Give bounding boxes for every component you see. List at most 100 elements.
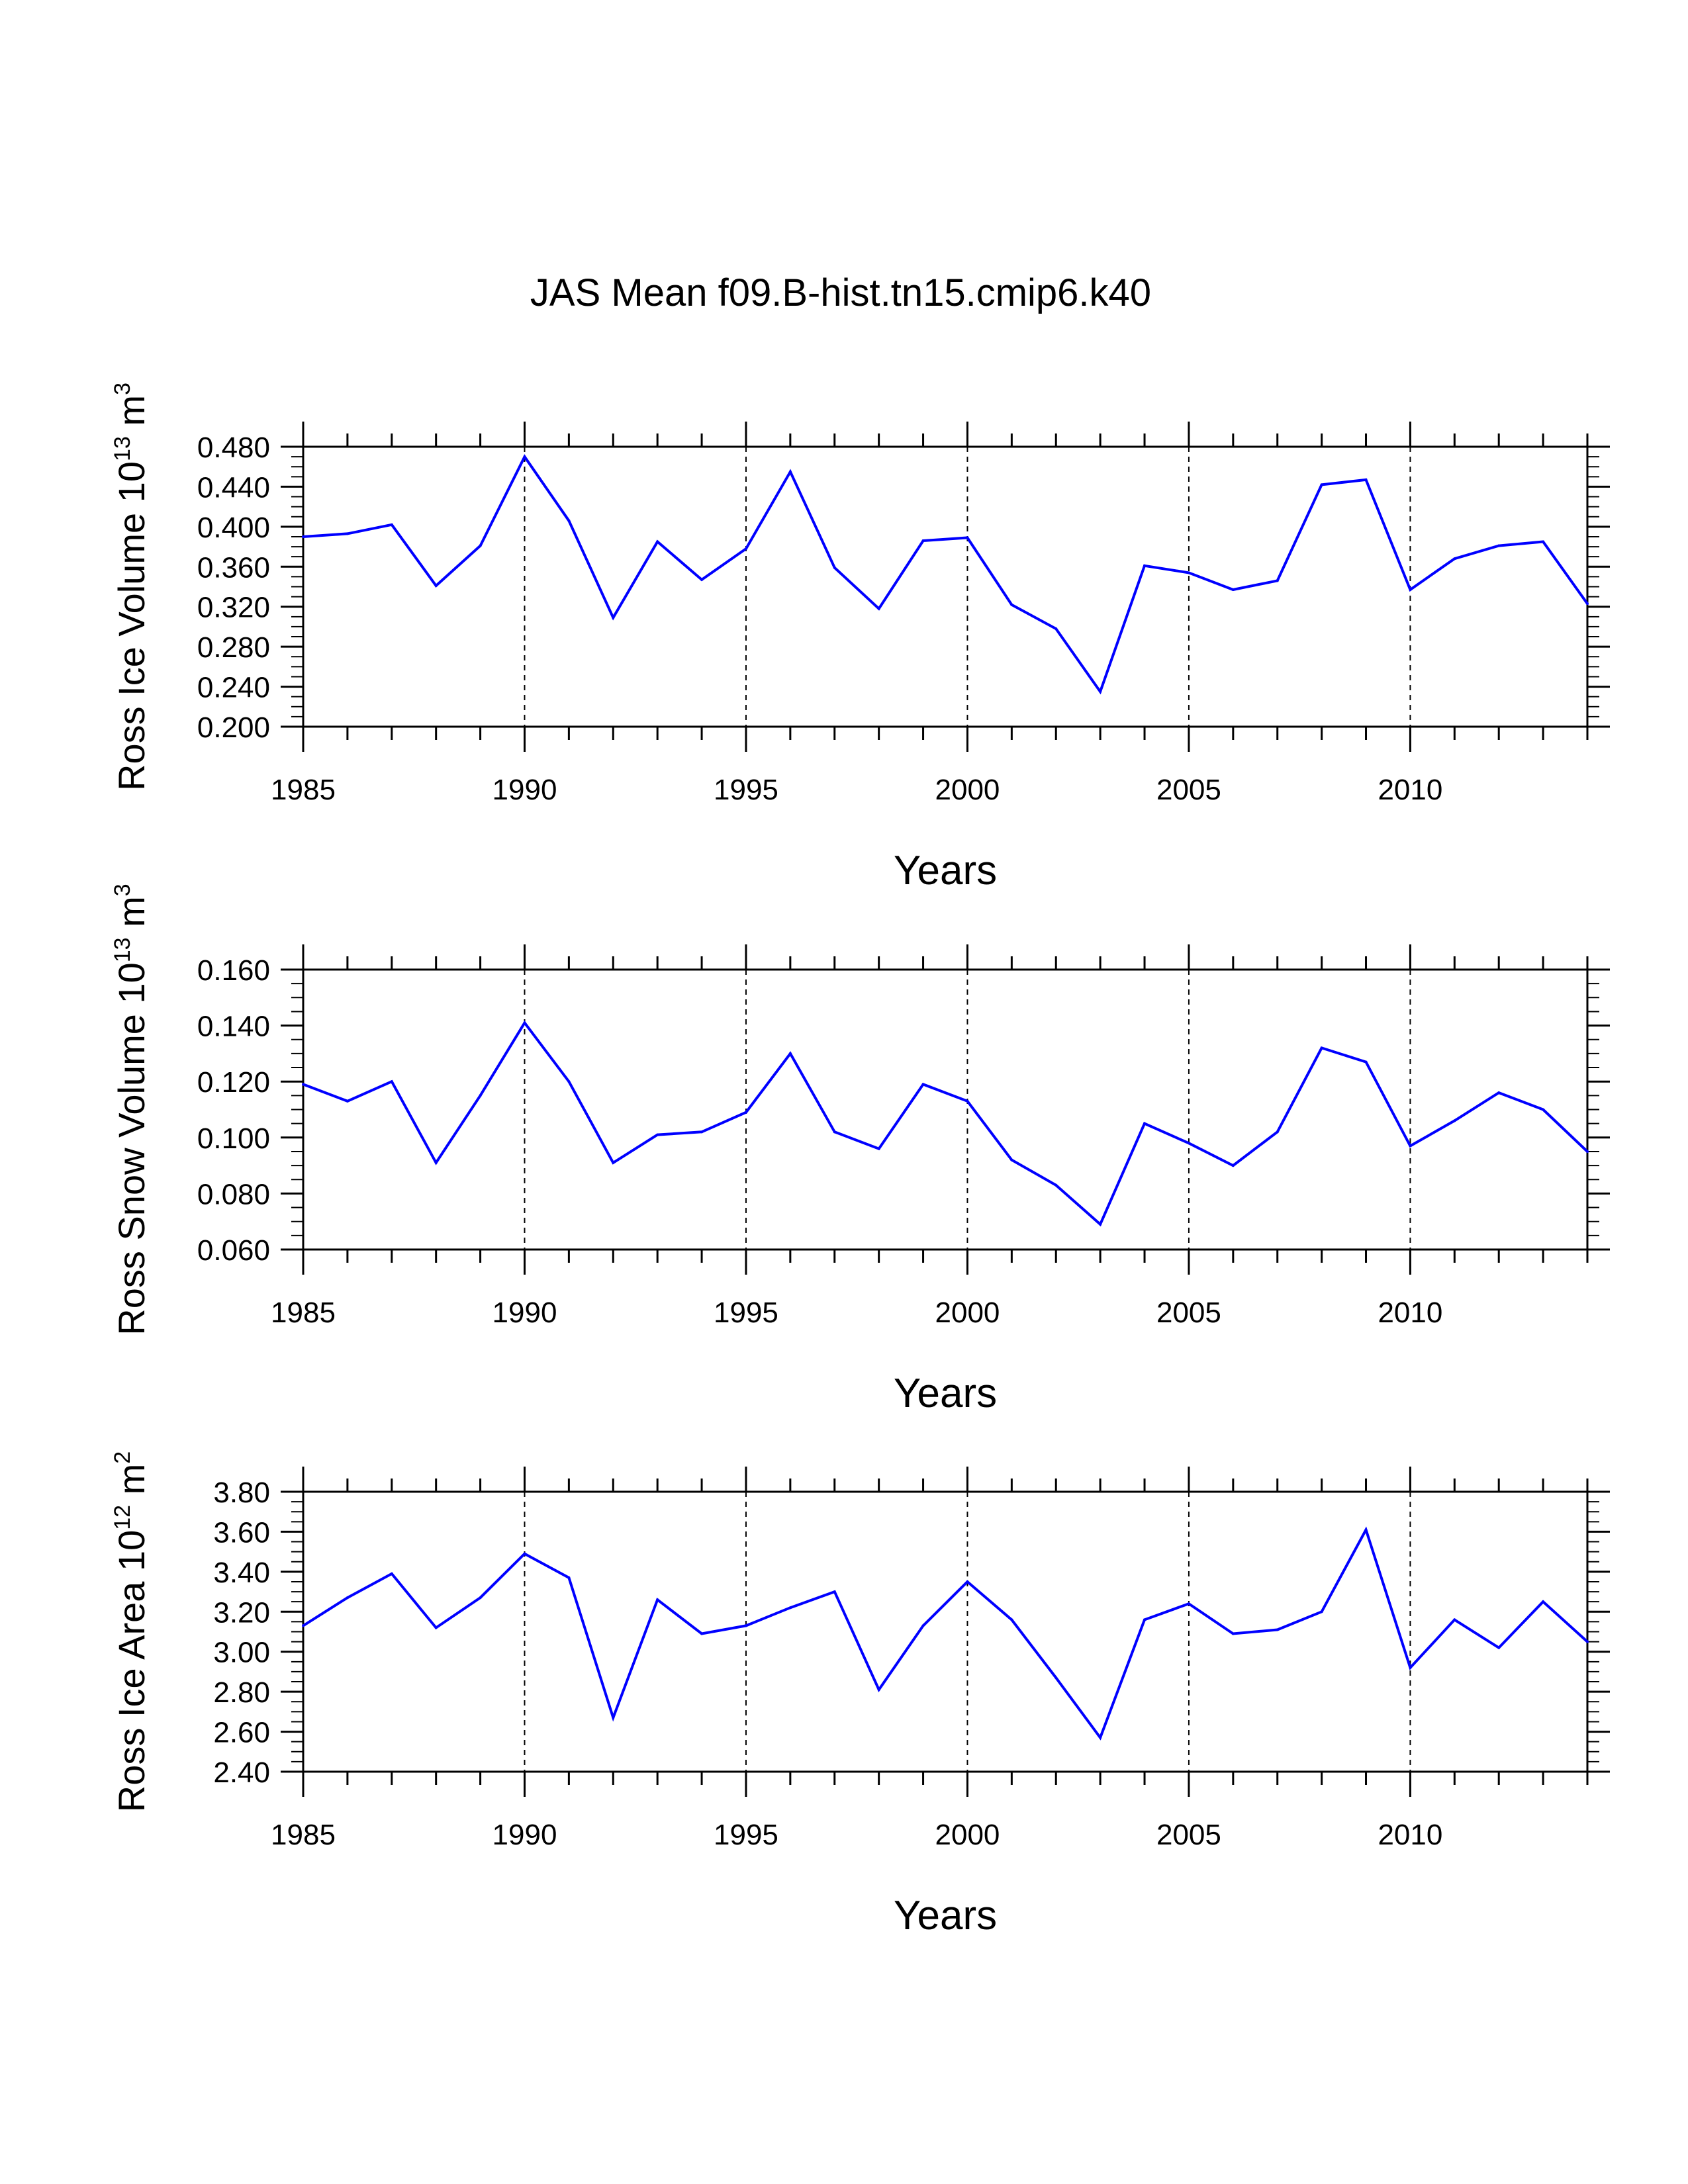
x-tick-label: 2000	[935, 774, 1000, 806]
data-point	[1055, 1183, 1058, 1187]
x-axis-label: Years	[894, 848, 997, 893]
y-tick-label: 0.320	[197, 592, 270, 624]
data-point	[1143, 1618, 1147, 1621]
x-tick-label: 2000	[935, 1819, 1000, 1851]
data-point	[1187, 571, 1190, 574]
data-point	[302, 535, 305, 538]
data-point	[700, 1130, 704, 1134]
y-tick-label: 0.120	[197, 1066, 270, 1099]
data-point	[434, 1626, 438, 1629]
panel-ice-area: 1985 1990 1995 2000 2005 2010 2.40 2.60 2.80 3.00…	[110, 1451, 1610, 1938]
data-point	[700, 578, 704, 581]
y-axis-label: Ross Ice Volume 1013 m3	[110, 383, 152, 791]
x-tick-label: 1985	[271, 1297, 336, 1329]
y-tick-label: 0.240	[197, 672, 270, 704]
y-tick-label: 2.60	[213, 1717, 270, 1749]
data-point	[1453, 1119, 1456, 1122]
data-point	[1320, 1046, 1323, 1050]
data-point	[1586, 1640, 1589, 1643]
y-axis-label: Ross Ice Area 1012 m2	[110, 1451, 152, 1812]
panel-ice-volume: 1985 1990 1995 2000 2005 2010 0.200 0.240 0.280 0…	[110, 383, 1610, 893]
data-point	[434, 1161, 438, 1164]
data-point	[1276, 579, 1279, 582]
data-point	[1099, 1222, 1102, 1226]
data-point	[877, 607, 880, 610]
data-point	[1099, 690, 1102, 694]
y-axis-label-unit-exponent: 3	[110, 884, 135, 896]
y-tick-label: 2.80	[213, 1676, 270, 1709]
data-point	[656, 1133, 659, 1136]
data-point	[302, 1083, 305, 1086]
data-point	[1409, 588, 1412, 592]
y-tick-label: 0.080	[197, 1178, 270, 1210]
y-axis-label-unit-exponent: 2	[110, 1451, 135, 1464]
data-point	[788, 1052, 792, 1055]
x-tick-label: 1990	[492, 1297, 557, 1329]
data-point	[833, 566, 836, 569]
data-point	[921, 1083, 925, 1086]
data-point	[1542, 540, 1545, 543]
data-point	[1364, 1060, 1368, 1064]
data-point	[612, 1161, 615, 1164]
y-tick-label: 0.480	[197, 432, 270, 464]
data-point	[1010, 1618, 1013, 1621]
data-point	[921, 1624, 925, 1627]
data-point	[1542, 1600, 1545, 1604]
data-point	[390, 1572, 393, 1575]
data-point	[1276, 1628, 1279, 1631]
data-point	[1055, 1676, 1058, 1679]
data-point	[612, 616, 615, 619]
y-axis-label-text: Ross Ice Volume 10	[111, 461, 152, 791]
x-tick-label: 2005	[1156, 774, 1221, 806]
data-point	[567, 519, 571, 522]
x-axis-label: Years	[894, 1371, 997, 1416]
data-point	[788, 1606, 792, 1610]
y-tick-label: 3.00	[213, 1637, 270, 1669]
data-point	[1320, 1610, 1323, 1614]
y-tick-label: 3.80	[213, 1477, 270, 1509]
data-point	[1497, 1646, 1501, 1649]
y-tick-label: 0.400	[197, 512, 270, 544]
data-point	[523, 1021, 526, 1024]
x-tick-label: 2010	[1378, 1819, 1442, 1851]
x-tick-label: 1985	[271, 774, 336, 806]
y-axis-label-text: Ross Snow Volume 10	[111, 962, 152, 1335]
data-point	[1364, 1528, 1368, 1531]
x-tick-label: 2000	[935, 1297, 1000, 1329]
data-point	[1099, 1736, 1102, 1739]
data-point	[1364, 478, 1368, 481]
data-point	[1143, 1122, 1147, 1125]
y-axis-label-exponent: 13	[110, 937, 135, 962]
data-point	[1586, 602, 1589, 606]
data-point	[833, 1130, 836, 1134]
data-point	[966, 536, 969, 539]
data-point	[1010, 1158, 1013, 1161]
data-point	[1010, 603, 1013, 606]
y-axis-label-unit: m	[111, 1464, 152, 1505]
x-tick-label: 2010	[1378, 1297, 1442, 1329]
y-tick-label: 0.060	[197, 1234, 270, 1267]
y-axis-label-exponent: 13	[110, 436, 135, 461]
data-point	[877, 1147, 880, 1150]
x-tick-label: 1995	[714, 774, 778, 806]
panel-snow-volume: 1985 1990 1995 2000 2005 2010 0.060 0.080 0.100 0…	[110, 884, 1610, 1416]
data-point	[1231, 1632, 1235, 1635]
data-series-line	[303, 454, 1589, 695]
data-point	[833, 1590, 836, 1594]
y-axis-label-unit: m	[111, 896, 152, 937]
data-point	[390, 523, 393, 526]
data-series-line	[302, 1526, 1589, 1741]
data-point	[1497, 544, 1501, 547]
data-point	[744, 547, 747, 551]
data-point	[346, 1596, 349, 1600]
data-point	[1409, 1144, 1412, 1148]
x-tick-label: 1990	[492, 774, 557, 806]
y-tick-label: 2.40	[213, 1756, 270, 1789]
x-tick-label: 1995	[714, 1819, 778, 1851]
data-point	[1187, 1142, 1190, 1145]
y-axis-label-exponent: 12	[110, 1505, 135, 1530]
data-point	[1231, 1164, 1235, 1167]
y-tick-label: 0.360	[197, 551, 270, 584]
data-point	[1453, 1618, 1456, 1621]
